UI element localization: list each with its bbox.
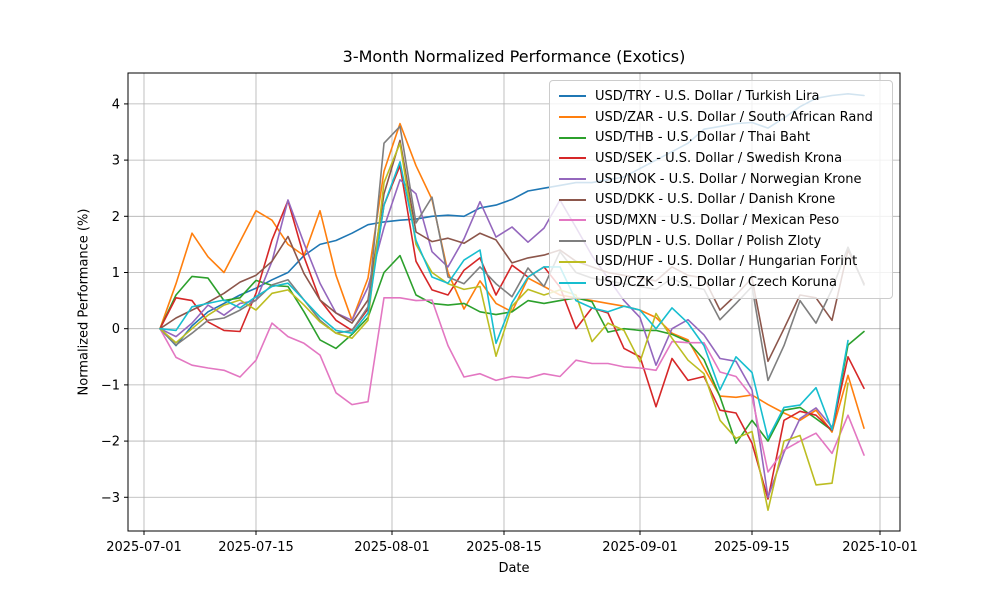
legend-label: USD/ZAR - U.S. Dollar / South African Ra… [595,109,873,125]
legend-line-swatch [559,136,586,139]
legend-label: USD/DKK - U.S. Dollar / Danish Krone [595,192,836,208]
legend-entry-8: USD/HUF - U.S. Dollar / Hungarian Forint [559,253,883,271]
legend-label: USD/TRY - U.S. Dollar / Turkish Lira [595,88,820,104]
y-tick-label: −1 [101,378,120,393]
legend-line-swatch [559,157,586,160]
legend-line-swatch [559,198,586,201]
legend-line-swatch [559,240,586,243]
legend-entry-6: USD/MXN - U.S. Dollar / Mexican Peso [559,211,883,229]
x-tick-label: 2025-08-15 [466,540,542,555]
y-tick-label: 1 [112,266,120,281]
series-line-usd-huf [159,142,849,512]
legend-label: USD/HUF - U.S. Dollar / Hungarian Forint [595,254,858,270]
y-tick-label: 3 [112,154,120,169]
legend-entry-3: USD/SEK - U.S. Dollar / Swedish Krona [559,149,883,167]
legend-entry-2: USD/THB - U.S. Dollar / Thai Baht [559,129,883,147]
legend-line-swatch [559,260,586,263]
x-tick-label: 2025-07-01 [106,540,182,555]
legend-label: USD/SEK - U.S. Dollar / Swedish Krona [595,150,843,166]
legend-label: USD/PLN - U.S. Dollar / Polish Zloty [595,233,822,249]
legend-entry-9: USD/CZK - U.S. Dollar / Czech Koruna [559,274,883,292]
x-axis-label: Date [498,561,530,576]
series-line-usd-mxn [159,296,865,473]
y-tick-label: 4 [112,97,120,112]
y-tick-label: −2 [101,435,120,450]
legend-label: USD/CZK - U.S. Dollar / Czech Koruna [595,275,837,291]
legend-label: USD/NOK - U.S. Dollar / Norwegian Krone [595,171,862,187]
x-tick-label: 2025-09-01 [602,540,678,555]
legend-entry-1: USD/ZAR - U.S. Dollar / South African Ra… [559,108,883,126]
x-tick-label: 2025-09-15 [714,540,790,555]
legend-entry-4: USD/NOK - U.S. Dollar / Norwegian Krone [559,170,883,188]
legend-entry-7: USD/PLN - U.S. Dollar / Polish Zloty [559,232,883,250]
y-tick-label: 0 [112,322,120,337]
x-tick-label: 2025-10-01 [842,540,918,555]
legend-label: USD/MXN - U.S. Dollar / Mexican Peso [595,212,840,228]
legend-line-swatch [559,281,586,284]
legend-entry-0: USD/TRY - U.S. Dollar / Turkish Lira [559,87,883,105]
y-tick-label: 2 [112,210,120,225]
y-axis-label: Normalized Performance (%) [76,208,92,396]
legend-line-swatch [559,116,586,119]
legend-line-swatch [559,95,586,98]
chart-title: 3-Month Normalized Performance (Exotics) [342,47,686,66]
x-tick-label: 2025-08-01 [354,540,430,555]
plot-border [127,72,901,532]
x-tick-label: 2025-07-15 [218,540,294,555]
legend-line-swatch [559,178,586,181]
series-line-usd-czk [159,161,849,440]
series-group [159,93,865,512]
legend-entry-5: USD/DKK - U.S. Dollar / Danish Krone [559,191,883,209]
legend: USD/TRY - U.S. Dollar / Turkish Lira USD/… [549,80,893,299]
legend-label: USD/THB - U.S. Dollar / Thai Baht [595,130,811,146]
y-tick-label: −3 [101,491,120,506]
legend-line-swatch [559,219,586,222]
